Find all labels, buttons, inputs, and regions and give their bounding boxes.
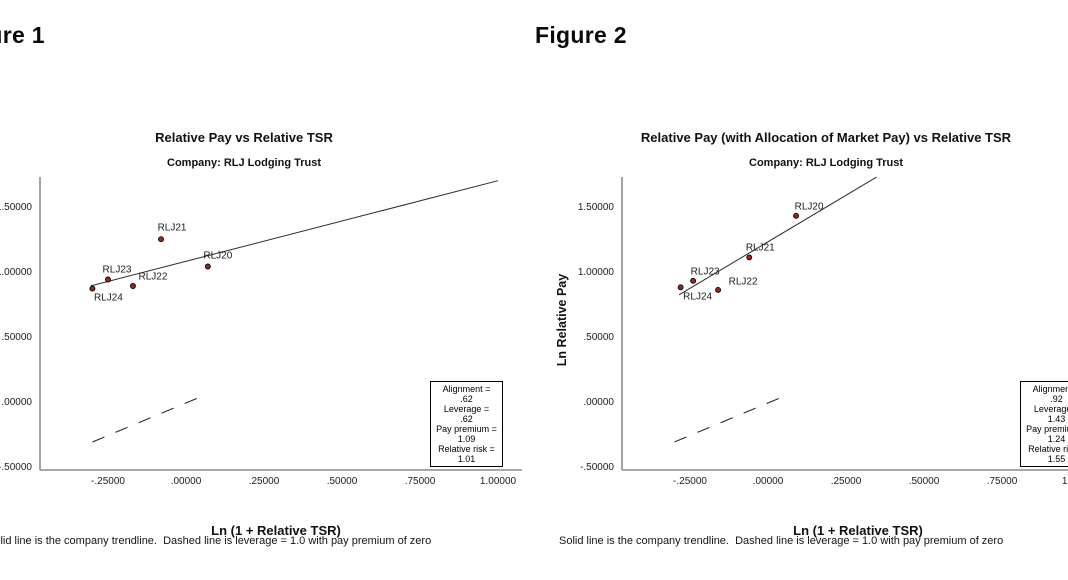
stats-value: .92: [1050, 394, 1063, 404]
data-point-RLJ24: [89, 285, 96, 292]
stats-label: Relative risk =: [438, 444, 495, 454]
y-tick-label: 1.50000: [577, 202, 614, 213]
x-tick-label: -.25000: [673, 476, 707, 487]
leverage-reference-dashline: [674, 395, 784, 443]
stats-label: Leverage =: [443, 404, 490, 414]
data-point-RLJ24: [677, 284, 684, 291]
stats-value: .62: [460, 414, 473, 424]
figure-caption: Solid line is the company trendline. Das…: [559, 535, 1004, 547]
x-tick-label: .00000: [170, 476, 202, 487]
data-point-RLJ22: [715, 286, 722, 293]
data-point-RLJ21: [746, 254, 753, 261]
point-label-RLJ22: RLJ22: [728, 276, 758, 288]
leverage-reference-dashline: [92, 395, 202, 443]
stats-value: 1.24: [1047, 434, 1066, 444]
chart-subtitle: Company: RLJ Lodging Trust: [167, 157, 321, 169]
y-tick-label: -.50000: [580, 462, 614, 473]
stats-value: 1.01: [457, 454, 476, 464]
stats-label: Alignment =: [1032, 384, 1068, 394]
figure-1-heading: Figure 1: [0, 22, 45, 48]
x-tick-label: 1.00000: [1061, 476, 1068, 487]
figure-1-panel: Figure 1 Relative Pay vs Relative TSR Co…: [0, 22, 522, 547]
x-tick-label: .50000: [326, 476, 358, 487]
point-label-RLJ23: RLJ23: [690, 266, 720, 278]
stats-label: Alignment =: [442, 384, 491, 394]
x-axis-title: Ln (1 + Relative TSR): [211, 523, 341, 538]
data-point-RLJ23: [690, 277, 697, 284]
data-point-RLJ23: [105, 276, 111, 283]
point-label-RLJ23: RLJ23: [102, 264, 132, 275]
scatter-plot: [621, 176, 1068, 471]
y-tick-label: 1.00000: [0, 267, 32, 278]
x-tick-label: .50000: [908, 476, 940, 487]
data-point-RLJ21: [158, 236, 164, 243]
data-point-RLJ20: [204, 263, 211, 270]
chart-title: Relative Pay vs Relative TSR: [155, 130, 333, 145]
figure-2-heading: Figure 2: [535, 22, 627, 48]
point-label-RLJ21: RLJ21: [745, 242, 775, 254]
x-axis-title: Ln (1 + Relative TSR): [793, 523, 923, 538]
company-trendline: [678, 176, 877, 296]
stats-label: Relative risk =: [1028, 444, 1068, 454]
point-label-RLJ24: RLJ24: [683, 291, 713, 303]
point-label-RLJ20: RLJ20: [203, 250, 233, 261]
chart-title: Relative Pay (with Allocation of Market …: [640, 130, 1012, 145]
x-tick-label: -.25000: [91, 476, 125, 487]
x-tick-label: .75000: [986, 476, 1018, 487]
x-tick-label: .75000: [404, 476, 436, 487]
y-tick-label: .00000: [583, 397, 614, 408]
scatter-plot: [39, 177, 522, 471]
company-trendline: [90, 180, 499, 287]
x-tick-label: .25000: [830, 476, 862, 487]
stats-value: 1.55: [1047, 454, 1066, 464]
chart-subtitle: Company: RLJ Lodging Trust: [749, 157, 903, 169]
point-label-RLJ21: RLJ21: [157, 222, 187, 234]
x-tick-label: 1.00000: [479, 476, 517, 487]
stats-box: Alignment = .62 Leverage = .62 Pay premium =…: [430, 381, 503, 467]
figure-2-panel: Figure 2 Relative Pay (with Allocation o…: [534, 0, 1068, 580]
y-tick-label: .00000: [1, 397, 32, 408]
y-tick-label: 1.50000: [0, 202, 32, 213]
data-point-RLJ20: [793, 212, 800, 219]
figure-caption: Solid line is the company trendline. Das…: [0, 535, 432, 547]
stats-value: 1.09: [457, 434, 476, 444]
stats-value: 1.43: [1047, 414, 1066, 424]
data-point-RLJ22: [130, 283, 136, 289]
y-tick-label: 1.00000: [577, 267, 614, 278]
x-tick-label: .00000: [752, 476, 784, 487]
point-label-RLJ24: RLJ24: [93, 292, 123, 304]
stats-label: Leverage =: [1033, 404, 1068, 414]
y-tick-label: -.50000: [0, 462, 32, 473]
point-label-RLJ22: RLJ22: [138, 271, 168, 283]
stats-label: Pay premium =: [1026, 424, 1068, 434]
y-tick-label: .50000: [1, 332, 32, 343]
stats-value: .62: [460, 394, 473, 404]
x-tick-label: .25000: [248, 476, 280, 487]
stats-label: Pay premium =: [436, 424, 497, 434]
y-tick-label: .50000: [583, 332, 614, 343]
point-label-RLJ20: RLJ20: [794, 201, 824, 213]
